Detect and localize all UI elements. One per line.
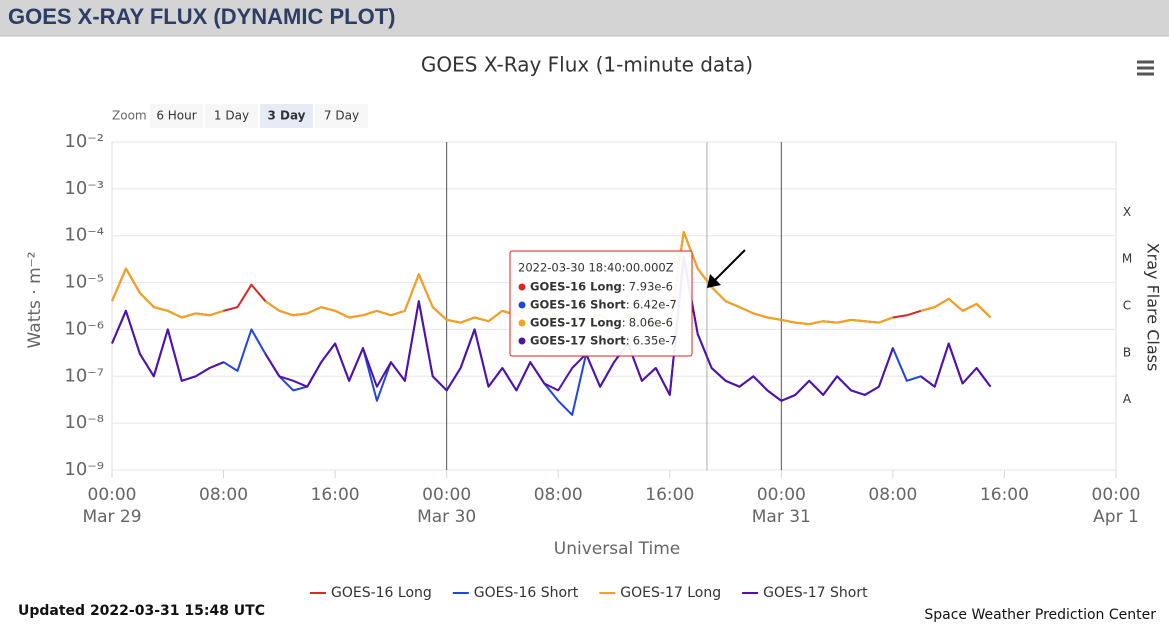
zoom-button[interactable]: 7 Day xyxy=(315,104,368,128)
tooltip-dot xyxy=(518,301,526,309)
y-tick-label: 10⁻⁸ xyxy=(64,412,104,433)
legend-item[interactable]: GOES-16 Long xyxy=(310,585,432,601)
y-axis-title: Watts · m⁻² xyxy=(25,252,45,349)
y-tick-label: 10⁻⁷ xyxy=(64,365,104,386)
chart-title: GOES X-Ray Flux (1-minute data) xyxy=(421,53,753,77)
legend-label[interactable]: GOES-17 Long xyxy=(620,585,721,601)
flare-class-label: A xyxy=(1123,392,1132,406)
zoom-button-label[interactable]: 6 Hour xyxy=(156,109,196,123)
tooltip-sep: : xyxy=(622,316,626,330)
zoom-button-bg[interactable] xyxy=(260,104,313,128)
x-date-label: Mar 31 xyxy=(752,507,811,527)
tooltip-name: GOES-17 Long xyxy=(530,316,622,330)
x-tick-label: 00:00 xyxy=(1092,485,1141,505)
tooltip-dot xyxy=(518,319,526,327)
y-tick-label: 10⁻³ xyxy=(64,178,104,199)
legend-label[interactable]: GOES-16 Long xyxy=(331,585,432,601)
tooltip-box xyxy=(509,250,693,357)
legend-label[interactable]: GOES-16 Short xyxy=(474,585,579,601)
flare-class-label: M xyxy=(1122,252,1132,266)
tooltip-sep: : xyxy=(626,298,630,312)
credit-text: Space Weather Prediction Center xyxy=(924,607,1156,623)
y2-axis-title: Xray Flare Class xyxy=(1144,243,1163,372)
zoom-button-bg[interactable] xyxy=(315,104,368,128)
header-title: GOES X-RAY FLUX (DYNAMIC PLOT) xyxy=(8,4,395,29)
tooltip-name: GOES-16 Long xyxy=(530,280,622,294)
zoom-button-label[interactable]: 1 Day xyxy=(214,109,249,123)
y-tick-label: 10⁻⁵ xyxy=(64,272,104,293)
flare-class-label: X xyxy=(1123,205,1131,219)
x-tick-label: 00:00 xyxy=(88,485,137,505)
tooltip-value: 7.93e-6 xyxy=(629,280,673,294)
x-date-label: Apr 1 xyxy=(1093,507,1139,527)
zoom-label: Zoom xyxy=(112,109,147,123)
flare-class-label: C xyxy=(1123,299,1131,313)
zoom-button-bg[interactable] xyxy=(205,104,258,128)
legend-item[interactable]: GOES-17 Short xyxy=(742,585,868,601)
y-tick-label: 10⁻⁶ xyxy=(64,318,104,339)
legend-item[interactable]: GOES-16 Short xyxy=(452,585,579,601)
x-tick-label: 16:00 xyxy=(980,485,1029,505)
x-tick-label: 16:00 xyxy=(645,485,694,505)
x-tick-label: 08:00 xyxy=(199,485,248,505)
zoom-button-bg[interactable] xyxy=(150,104,203,128)
y-tick-label: 10⁻² xyxy=(64,131,104,152)
x-tick-label: 00:00 xyxy=(757,485,806,505)
tooltip-title: 2022-03-30 18:40:00.000Z xyxy=(518,261,674,275)
zoom-button[interactable]: 6 Hour xyxy=(150,104,203,128)
tooltip-sep: : xyxy=(626,334,630,348)
y-tick-label: 10⁻⁹ xyxy=(64,459,104,480)
x-date-label: Mar 30 xyxy=(417,507,476,527)
header-bar xyxy=(0,0,1169,36)
x-tick-label: 08:00 xyxy=(868,485,917,505)
legend-label[interactable]: GOES-17 Short xyxy=(763,585,868,601)
menu-button[interactable] xyxy=(1134,58,1156,78)
x-date-label: Mar 29 xyxy=(82,507,141,527)
tooltip-sep: : xyxy=(622,280,626,294)
updated-text: Updated 2022-03-31 15:48 UTC xyxy=(18,603,265,619)
tooltip-dot xyxy=(518,283,526,291)
x-tick-label: 16:00 xyxy=(311,485,360,505)
tooltip-name: GOES-16 Short xyxy=(530,298,626,312)
y-tick-label: 10⁻⁴ xyxy=(64,225,104,246)
zoom-button-label[interactable]: 7 Day xyxy=(324,109,359,123)
legend-item[interactable]: GOES-17 Long xyxy=(599,585,721,601)
zoom-button[interactable]: 1 Day xyxy=(205,104,258,128)
flare-class-label: B xyxy=(1123,345,1131,359)
x-tick-label: 08:00 xyxy=(534,485,583,505)
series-line xyxy=(111,256,992,402)
tooltip-value: 8.06e-6 xyxy=(629,316,673,330)
zoom-button[interactable]: 3 Day xyxy=(260,104,313,128)
annotation-arrow xyxy=(711,249,746,284)
zoom-button-label[interactable]: 3 Day xyxy=(267,109,305,123)
x-tick-label: 00:00 xyxy=(422,485,471,505)
tooltip-name: GOES-17 Short xyxy=(530,334,626,348)
annotation-arrowhead xyxy=(707,274,721,288)
tooltip-value: 6.42e-7 xyxy=(633,298,677,312)
tooltip-dot xyxy=(518,337,526,345)
x-axis-title: Universal Time xyxy=(554,539,680,559)
tooltip-value: 6.35e-7 xyxy=(633,334,677,348)
